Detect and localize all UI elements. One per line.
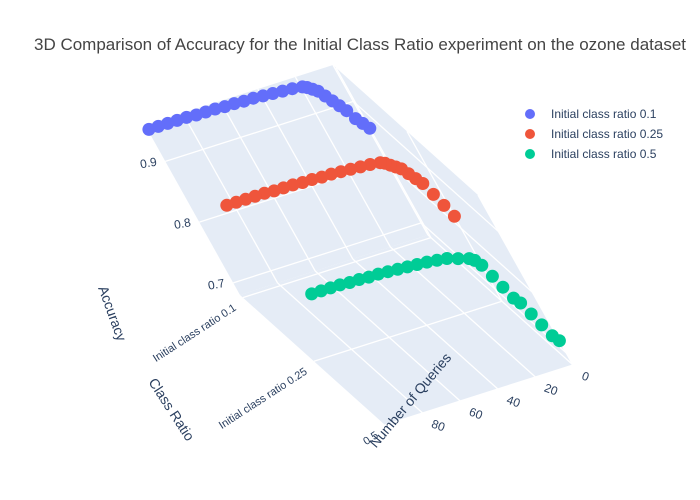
- data-point[interactable]: [545, 329, 559, 343]
- data-point[interactable]: [267, 184, 281, 198]
- data-point[interactable]: [507, 291, 520, 305]
- legend[interactable]: Initial class ratio 0.1 Initial class rat…: [525, 107, 663, 161]
- z-grid-line: [233, 222, 422, 284]
- data-point[interactable]: [373, 156, 387, 170]
- x-tick-label: Initial class ratio 0.25: [217, 366, 310, 432]
- series-2: [220, 156, 461, 223]
- z-tick-label: 0.7: [207, 276, 226, 293]
- data-point[interactable]: [344, 162, 358, 176]
- data-point[interactable]: [218, 100, 232, 114]
- chart-title: 3D Comparison of Accuracy for the Initia…: [34, 35, 686, 54]
- data-point[interactable]: [400, 260, 414, 274]
- z-tick-label: 0.9: [139, 155, 158, 172]
- y-tick-label: 0: [580, 369, 591, 385]
- data-point[interactable]: [237, 94, 251, 108]
- plot-area: 0.7 0.8 0.9 0 20 40 60 80 Initial class ratio 0.…: [95, 64, 591, 451]
- data-point[interactable]: [535, 318, 549, 332]
- y-tick-label: 20: [542, 381, 560, 399]
- data-point[interactable]: [315, 170, 329, 184]
- legend-label: Initial class ratio 0.1: [551, 107, 657, 121]
- data-marks: [142, 80, 566, 348]
- y-grid-line: [332, 64, 429, 236]
- data-point[interactable]: [440, 252, 454, 265]
- data-point[interactable]: [447, 209, 461, 223]
- data-point[interactable]: [485, 269, 499, 283]
- data-point[interactable]: [256, 89, 270, 103]
- y-grid-line: [277, 282, 424, 414]
- x-grid-line: [335, 67, 432, 238]
- data-point[interactable]: [362, 270, 376, 284]
- y-tick-label: 80: [430, 417, 448, 435]
- floor-pane: [240, 235, 573, 425]
- data-point[interactable]: [410, 258, 424, 271]
- data-point[interactable]: [430, 253, 444, 267]
- x-grid-line: [384, 364, 574, 426]
- data-point[interactable]: [381, 265, 395, 279]
- z-axis-title: Accuracy: [95, 284, 130, 344]
- legend-marker: [525, 149, 535, 159]
- legend-item-2[interactable]: Initial class ratio 0.25: [525, 127, 663, 141]
- x-tick-label: Initial class ratio 0.1: [151, 302, 239, 365]
- z-grid-line: [165, 100, 354, 163]
- y-grid-line: [219, 100, 316, 272]
- y-grid-line: [294, 76, 391, 248]
- data-point[interactable]: [391, 262, 405, 276]
- y-tick-label: 40: [505, 393, 523, 411]
- data-point[interactable]: [142, 122, 156, 136]
- data-point[interactable]: [451, 252, 465, 266]
- data-point[interactable]: [420, 255, 434, 269]
- data-point[interactable]: [266, 87, 280, 100]
- data-point[interactable]: [334, 165, 348, 179]
- data-point[interactable]: [189, 108, 203, 122]
- x-grid-line: [242, 236, 432, 299]
- data-point[interactable]: [296, 176, 310, 189]
- legend-marker: [525, 109, 535, 119]
- legend-label: Initial class ratio 0.25: [551, 127, 663, 141]
- y-grid-line: [352, 258, 499, 390]
- legend-item-1[interactable]: Initial class ratio 0.1: [525, 107, 657, 121]
- x-axis-title: Class Ratio: [145, 375, 198, 444]
- y-grid-line: [257, 88, 354, 260]
- series-3: [305, 252, 566, 348]
- data-point[interactable]: [437, 198, 451, 212]
- y-grid-line: [314, 270, 461, 402]
- data-point[interactable]: [524, 307, 538, 321]
- legend-marker: [525, 129, 535, 139]
- legend-label: Initial class ratio 0.5: [551, 147, 657, 161]
- data-point[interactable]: [285, 82, 299, 96]
- legend-item-3[interactable]: Initial class ratio 0.5: [525, 147, 657, 161]
- data-point[interactable]: [496, 280, 510, 294]
- data-point[interactable]: [363, 158, 377, 171]
- y-tick-label: 60: [467, 405, 485, 423]
- data-point[interactable]: [305, 287, 319, 301]
- z-tick-label: 0.8: [173, 215, 192, 232]
- x-grid-line: [313, 300, 503, 362]
- data-point[interactable]: [426, 187, 440, 201]
- data-point[interactable]: [349, 112, 362, 126]
- data-point[interactable]: [343, 276, 357, 289]
- data-point[interactable]: [462, 252, 476, 266]
- y-grid-line: [182, 112, 279, 284]
- series-1: [142, 80, 377, 136]
- data-point[interactable]: [276, 84, 290, 98]
- data-point[interactable]: [353, 160, 367, 174]
- data-point[interactable]: [220, 198, 234, 212]
- data-point[interactable]: [295, 80, 309, 94]
- grid-lines: [165, 64, 574, 426]
